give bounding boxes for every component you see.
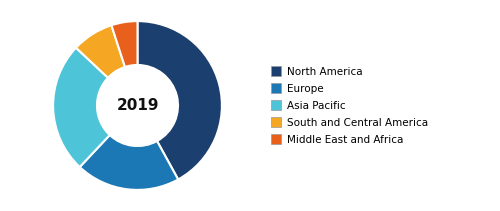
Text: 2019: 2019	[116, 98, 159, 113]
Wedge shape	[112, 21, 138, 67]
Wedge shape	[138, 21, 222, 180]
Wedge shape	[53, 48, 110, 167]
Wedge shape	[76, 25, 125, 78]
Legend: North America, Europe, Asia Pacific, South and Central America, Middle East and : North America, Europe, Asia Pacific, Sou…	[269, 64, 430, 147]
Wedge shape	[80, 135, 178, 190]
